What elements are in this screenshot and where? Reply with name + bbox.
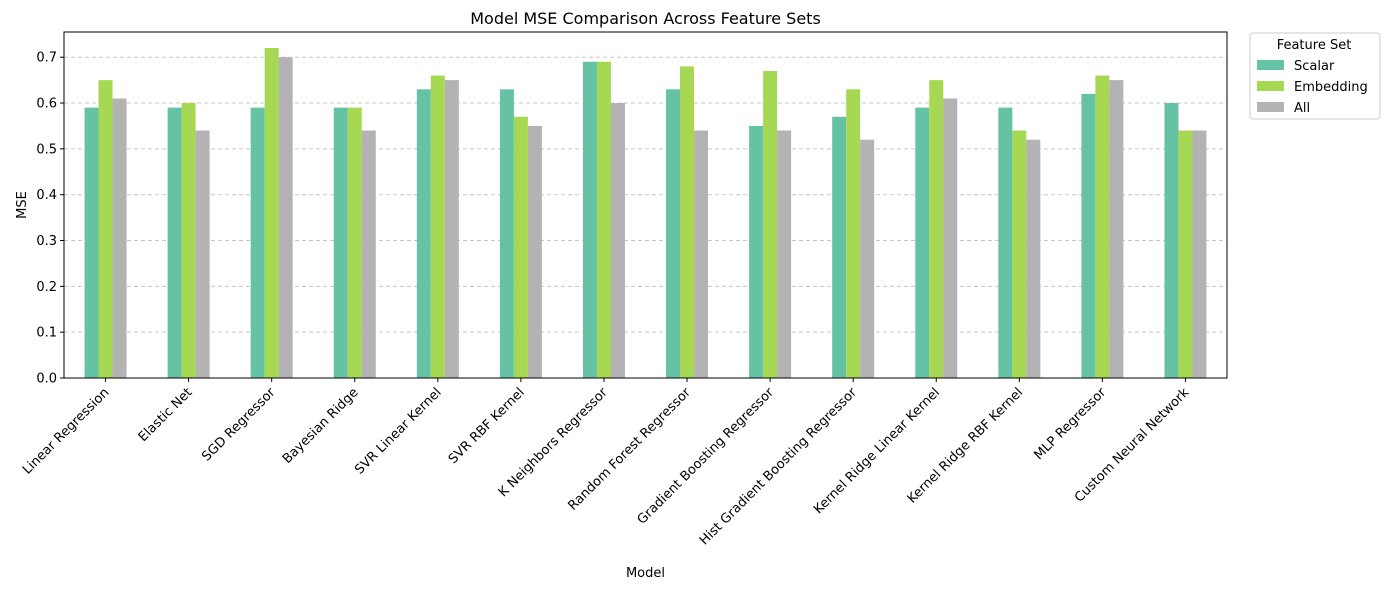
- bar-all-8: [777, 130, 792, 378]
- legend-label-scalar: Scalar: [1294, 59, 1335, 74]
- bars-layer: [84, 48, 1207, 379]
- bar-scalar-1: [167, 107, 182, 378]
- bar-embedding-3: [347, 107, 362, 378]
- bar-embedding-4: [430, 75, 445, 378]
- y-tick-label: 0.5: [36, 142, 57, 157]
- bar-all-13: [1192, 130, 1207, 378]
- bar-all-12: [1109, 80, 1124, 378]
- y-tick-label: 0.1: [36, 326, 57, 341]
- grid-layer: [64, 56, 1227, 379]
- y-axis: 0.0 0.1 0.2 0.3 0.4 0.5 0.6 0.7: [36, 51, 64, 387]
- bar-all-6: [610, 103, 625, 378]
- y-tick-label: 0.4: [36, 188, 57, 203]
- bar-scalar-9: [832, 116, 847, 378]
- bar-embedding-12: [1095, 75, 1110, 378]
- bar-all-1: [195, 130, 210, 378]
- x-tick-label: Elastic Net: [136, 385, 196, 445]
- y-tick-label: 0.3: [36, 234, 57, 249]
- x-tick-label: Linear Regression: [20, 385, 112, 477]
- x-axis-label: Model: [626, 566, 665, 581]
- x-axis: Linear Regression Elastic Net SGD Regresso…: [20, 378, 1193, 548]
- y-tick-label: 0.6: [36, 97, 57, 112]
- bar-scalar-0: [84, 107, 99, 378]
- bar-embedding-8: [763, 70, 778, 378]
- bar-scalar-8: [749, 125, 764, 378]
- x-tick-label: MLP Regressor: [1031, 385, 1109, 463]
- bar-embedding-2: [264, 48, 279, 378]
- y-axis-label: MSE: [15, 191, 30, 219]
- bar-embedding-7: [680, 66, 695, 379]
- bar-scalar-3: [333, 107, 348, 378]
- bar-all-4: [444, 80, 459, 378]
- bar-all-7: [694, 130, 709, 378]
- bar-scalar-11: [998, 107, 1013, 378]
- chart-title: Model MSE Comparison Across Feature Sets: [470, 9, 821, 28]
- bar-scalar-6: [582, 61, 597, 378]
- plot-frame: [63, 31, 1228, 379]
- legend-swatch-all: [1257, 102, 1284, 112]
- bar-embedding-11: [1012, 130, 1027, 378]
- legend-frame: [1249, 32, 1381, 120]
- legend-title: Feature Set: [1277, 38, 1352, 53]
- bar-embedding-1: [181, 103, 196, 378]
- legend-swatch-scalar: [1257, 60, 1284, 70]
- bar-all-3: [361, 130, 376, 378]
- bar-embedding-10: [929, 80, 944, 378]
- x-tick-label: SGD Regressor: [199, 385, 279, 465]
- legend-items: Scalar Embedding All: [1257, 59, 1368, 116]
- bar-embedding-6: [596, 61, 611, 378]
- bar-embedding-5: [513, 116, 528, 378]
- bar-scalar-13: [1164, 103, 1179, 378]
- y-tick-label: 0.0: [36, 372, 57, 387]
- x-tick-label: Bayesian Ridge: [280, 385, 362, 467]
- bar-scalar-7: [666, 89, 681, 379]
- bar-scalar-2: [250, 107, 265, 378]
- y-tick-label: 0.7: [36, 51, 57, 66]
- bar-all-2: [278, 57, 293, 379]
- x-tick-label: Gradient Boosting Regressor: [635, 385, 778, 528]
- bar-scalar-12: [1081, 93, 1096, 378]
- legend-swatch-embedding: [1257, 81, 1284, 91]
- bar-all-9: [860, 139, 875, 378]
- bar-scalar-4: [416, 89, 431, 379]
- bar-embedding-9: [846, 89, 861, 379]
- x-tick-label: Hist Gradient Boosting Regressor: [697, 385, 861, 549]
- legend: Feature Set Scalar Embedding All: [1249, 32, 1381, 120]
- x-tick-label: SVR RBF Kernel: [446, 385, 528, 467]
- x-tick-label: SVR Linear Kernel: [352, 385, 444, 477]
- bar-embedding-13: [1178, 130, 1193, 378]
- legend-label-all: All: [1294, 101, 1310, 116]
- bar-all-11: [1026, 139, 1041, 378]
- bar-scalar-10: [915, 107, 930, 378]
- bar-all-0: [112, 98, 127, 379]
- bar-scalar-5: [499, 89, 514, 379]
- y-tick-label: 0.2: [36, 280, 57, 295]
- bar-all-10: [943, 98, 958, 379]
- bar-embedding-0: [98, 80, 113, 378]
- legend-label-embedding: Embedding: [1294, 80, 1368, 95]
- bar-all-5: [527, 125, 542, 378]
